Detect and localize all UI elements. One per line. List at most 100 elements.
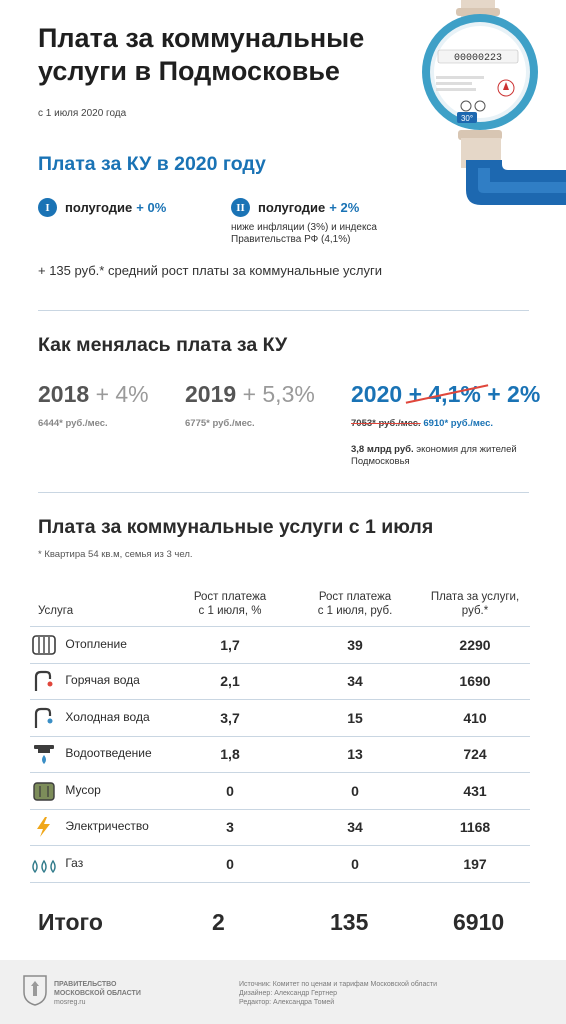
half-year-2: II полугодие + 2% (231, 198, 359, 217)
growth-rub: 34 (290, 809, 420, 846)
fee: 724 (420, 736, 530, 773)
year-2020-new-pct: + 2% (487, 381, 541, 407)
year-2020-old-pct: + 4,1% (405, 381, 488, 407)
fee: 410 (420, 699, 530, 737)
growth-pct: 1,7 (170, 626, 290, 664)
fee: 2290 (420, 626, 530, 664)
col-header-growth-pct-line-1: Рост платежа (193, 591, 267, 603)
service-cell: Мусор (30, 772, 170, 810)
half-year-2-label: полугодие (258, 200, 326, 215)
service-name: Горячая вода (65, 673, 140, 688)
growth-rub: 0 (290, 845, 420, 883)
half-year-1: I полугодие + 0% (38, 198, 166, 217)
growth-rub: 13 (290, 736, 420, 773)
fee: 197 (420, 845, 530, 883)
title-line-2: услуги в Подмосковье (38, 56, 340, 86)
table-row: Газ 0 0 197 (30, 845, 530, 883)
org-name: ПРАВИТЕЛЬСТВО МОСКОВСКОЙ ОБЛАСТИ mosreg.… (54, 980, 141, 1007)
total-row: Итого 2 135 6910 (38, 905, 518, 941)
meter-digits: 00000223 (454, 53, 502, 64)
tariff-table: Услуга Рост платежа с 1 июля, % Рост плат… (30, 590, 530, 883)
history-heading: Как менялась плата за КУ (38, 334, 288, 356)
col-header-growth-rub-line-2: с 1 июля, руб. (317, 605, 393, 617)
growth-rub: 15 (290, 699, 420, 737)
inflation-note: ниже инфляции (3%) и индекса Правительст… (231, 222, 431, 246)
table-row: Электричество 3 34 1168 (30, 809, 530, 846)
service-name: Холодная вода (65, 709, 150, 724)
title-line-1: Плата за коммунальные (38, 23, 365, 53)
hot-tap-icon (34, 671, 53, 692)
total-label: Итого (38, 909, 103, 935)
ku2020-heading: Плата за КУ в 2020 году (38, 153, 266, 175)
page-title: Плата за коммунальные услуги в Подмосков… (38, 22, 418, 88)
col-header-fee-line-1: Плата за услуги, (430, 591, 520, 603)
year-2020-sums: 7053* руб./мес. 6910* руб./мес. (351, 418, 493, 429)
divider (38, 492, 529, 493)
service-cell: Электричество (30, 809, 170, 846)
fee: 1168 (420, 809, 530, 846)
table-header-row: Услуга Рост платежа с 1 июля, % Рост плат… (30, 590, 530, 627)
col-header-fee-line-2: руб.* (461, 605, 489, 617)
meter-badge: 30° (461, 114, 473, 123)
growth-pct: 0 (170, 845, 290, 883)
roman-one-badge: I (38, 198, 57, 217)
org-line-1: ПРАВИТЕЛЬСТВО (54, 981, 117, 988)
table-row: Отопление 1,7 39 2290 (30, 626, 530, 664)
service-name: Газ (65, 855, 84, 870)
service-name: Отопление (65, 636, 127, 651)
half-year-2-pct: + 2% (329, 200, 360, 215)
service-cell: Газ (30, 845, 170, 883)
fee: 431 (420, 772, 530, 810)
coat-of-arms-icon (23, 975, 47, 1006)
col-header-growth-rub-line-1: Рост платежа (318, 591, 392, 603)
service-cell: Водоотведение (30, 736, 170, 773)
savings-text: экономия для жителей (416, 444, 517, 455)
radiator-icon (32, 634, 56, 655)
table-heading: Плата за коммунальные услуги с 1 июля (38, 516, 434, 538)
half-year-1-label: полугодие (65, 200, 133, 215)
year-2018-pct: + 4% (95, 381, 149, 407)
credit-designer: Дизайнер: Александр Гертнер (239, 990, 337, 997)
year-2020: 2020 + 4,1% + 2% (351, 381, 540, 408)
drain-icon (34, 745, 54, 765)
service-name: Водоотведение (65, 746, 152, 761)
year-2018-sum: 6444* руб./мес. (38, 418, 108, 429)
col-header-fee: Плата за услуги, руб.* (420, 590, 530, 627)
org-line-2: МОСКОВСКОЙ ОБЛАСТИ (54, 990, 141, 997)
roman-two-badge: II (231, 198, 250, 217)
col-header-growth-pct-line-2: с 1 июля, % (198, 605, 262, 617)
year-2019-sum: 6775* руб./мес. (185, 418, 255, 429)
inflation-note-line-2: Правительства РФ (4,1%) (231, 234, 351, 245)
service-cell: Холодная вода (30, 699, 170, 737)
total-fee: 6910 (453, 909, 505, 935)
savings-amount: 3,8 млрд руб. (351, 444, 414, 455)
lightning-icon (37, 817, 50, 838)
half-year-1-pct: + 0% (136, 200, 167, 215)
credit-editor: Редактор: Александра Томей (239, 999, 335, 1006)
growth-pct: 2,1 (170, 663, 290, 700)
growth-pct: 0 (170, 772, 290, 810)
fee: 1690 (420, 663, 530, 700)
gas-flame-icon (32, 859, 56, 873)
table-row: Горячая вода 2,1 34 1690 (30, 663, 530, 700)
col-header-growth-pct: Рост платежа с 1 июля, % (170, 590, 290, 627)
growth-pct: 3 (170, 809, 290, 846)
year-2020-new-sum: 6910* руб./мес. (423, 418, 494, 429)
org-site: mosreg.ru (54, 999, 86, 1006)
year-2018: 2018 + 4% (38, 381, 149, 408)
growth-rub: 0 (290, 772, 420, 810)
col-header-service: Услуга (30, 590, 170, 627)
service-name: Мусор (65, 782, 101, 797)
year-2020-label: 2020 (351, 381, 403, 407)
total-rub: 135 (330, 909, 369, 935)
col-header-service-text: Услуга (38, 605, 74, 617)
service-cell: Отопление (30, 626, 170, 664)
year-2019: 2019 + 5,3% (185, 381, 315, 408)
cold-tap-icon (34, 707, 53, 728)
growth-rub: 39 (290, 626, 420, 664)
growth-pct: 1,8 (170, 736, 290, 773)
footer: ПРАВИТЕЛЬСТВО МОСКОВСКОЙ ОБЛАСТИ mosreg.… (0, 960, 566, 1024)
average-growth: + 135 руб.* средний рост платы за коммун… (38, 263, 383, 278)
col-header-growth-rub: Рост платежа с 1 июля, руб. (290, 590, 420, 627)
total-pct: 2 (212, 909, 225, 935)
